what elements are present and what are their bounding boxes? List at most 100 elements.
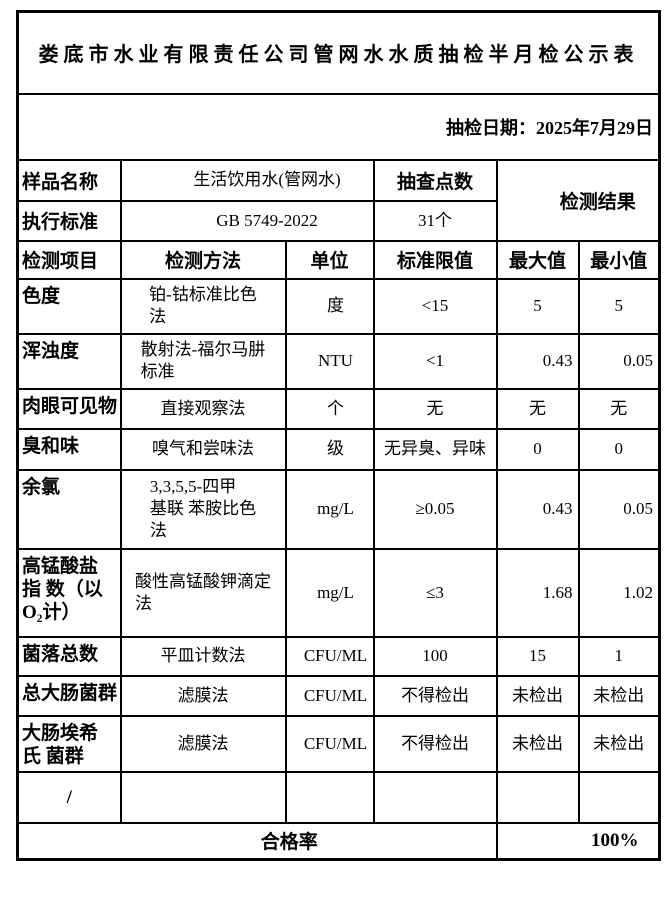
method-cell: 平皿计数法 xyxy=(119,635,287,677)
method-text: 3,3,5,5-四甲 基联 苯胺比色 法 xyxy=(149,477,257,540)
item-cell: 余氯 xyxy=(16,468,122,550)
method-text: 滤膜法 xyxy=(177,733,229,753)
limit-cell: 100 xyxy=(372,635,498,677)
col-header-unit: 单位 xyxy=(284,239,375,280)
limit-cell: 无异臭、异味 xyxy=(372,427,498,471)
item-cell: 臭和味 xyxy=(16,427,122,471)
max-cell xyxy=(495,770,580,824)
unit-cell: mg/L xyxy=(284,547,375,638)
min-cell: 1.02 xyxy=(577,547,661,638)
limit-cell: 不得检出 xyxy=(372,674,498,717)
limit-cell: ≤3 xyxy=(372,547,498,638)
item-cell: 总大肠菌群 xyxy=(16,674,122,717)
item-cell: 肉眼可见物 xyxy=(16,387,122,430)
method-cell: 酸性高锰酸钾滴定 法 xyxy=(119,547,287,638)
unit-cell: 度 xyxy=(284,277,375,335)
method-cell: 嗅气和尝味法 xyxy=(119,427,287,471)
table-row: 肉眼可见物 直接观察法 个 无 无 无 xyxy=(16,387,661,430)
inspection-date: 抽检日期：2025年7月29日 xyxy=(16,92,661,161)
page-title: 娄底市水业有限责任公司管网水水质抽检半月检公示表 xyxy=(16,10,661,95)
max-cell: 无 xyxy=(495,387,580,430)
max-cell: 15 xyxy=(495,635,580,677)
water-quality-report-table: 娄底市水业有限责任公司管网水水质抽检半月检公示表 抽检日期：2025年7月29日… xyxy=(16,10,661,861)
table-row: 大肠埃希 氏 菌群 滤膜法 CFU/ML 不得检出 未检出 未检出 xyxy=(16,714,661,773)
pass-rate-label: 合格率 xyxy=(16,821,498,861)
table-row: 余氯 3,3,5,5-四甲 基联 苯胺比色 法 mg/L ≥0.05 0.43 … xyxy=(16,468,661,550)
col-header-method: 检测方法 xyxy=(119,239,287,280)
limit-cell: 不得检出 xyxy=(372,714,498,773)
item-cell: 高锰酸盐 指 数（以 O₂计） xyxy=(16,547,122,638)
item-cell: 色度 xyxy=(16,277,122,335)
method-text: 散射法-福尔马肼 标准 xyxy=(140,340,266,381)
min-cell: 1 xyxy=(577,635,661,677)
limit-cell: 无 xyxy=(372,387,498,430)
min-cell: 0 xyxy=(577,427,661,471)
sample-name-label: 样品名称 xyxy=(16,158,122,202)
col-header-min: 最小值 xyxy=(577,239,661,280)
method-cell: 滤膜法 xyxy=(119,674,287,717)
max-cell: 5 xyxy=(495,277,580,335)
unit-cell: 个 xyxy=(284,387,375,430)
sample-points-label: 抽查点数 xyxy=(372,158,498,202)
sample-points-value: 31个 xyxy=(372,199,498,242)
method-cell: 滤膜法 xyxy=(119,714,287,773)
exec-standard-label: 执行标准 xyxy=(16,199,122,242)
max-cell: 0.43 xyxy=(495,332,580,390)
limit-cell: ≥0.05 xyxy=(372,468,498,550)
limit-cell xyxy=(372,770,498,824)
min-cell: 未检出 xyxy=(577,714,661,773)
unit-cell: NTU xyxy=(284,332,375,390)
min-cell: 5 xyxy=(577,277,661,335)
date-row: 抽检日期：2025年7月29日 xyxy=(16,92,661,161)
method-text: 酸性高锰酸钾滴定 法 xyxy=(135,571,271,613)
min-cell: 0.05 xyxy=(577,468,661,550)
sample-name-value: 生活饮用水(管网水) xyxy=(119,158,375,202)
limit-cell: <1 xyxy=(372,332,498,390)
max-cell: 1.68 xyxy=(495,547,580,638)
table-row: / xyxy=(16,770,661,824)
max-cell: 未检出 xyxy=(495,714,580,773)
method-cell: 直接观察法 xyxy=(119,387,287,430)
col-header-item: 检测项目 xyxy=(16,239,122,280)
max-cell: 0.43 xyxy=(495,468,580,550)
method-text: 嗅气和尝味法 xyxy=(152,439,254,458)
column-header-row: 检测项目 检测方法 单位 标准限值 最大值 最小值 xyxy=(16,239,661,280)
item-cell: / xyxy=(16,770,122,824)
table-row: 色度 铂-钴标准比色 法 度 <15 5 5 xyxy=(16,277,661,335)
unit-cell: mg/L xyxy=(284,468,375,550)
method-cell: 散射法-福尔马肼 标准 xyxy=(119,332,287,390)
table-row: 总大肠菌群 滤膜法 CFU/ML 不得检出 未检出 未检出 xyxy=(16,674,661,717)
max-cell: 0 xyxy=(495,427,580,471)
method-cell: 3,3,5,5-四甲 基联 苯胺比色 法 xyxy=(119,468,287,550)
min-cell: 未检出 xyxy=(577,674,661,717)
result-label: 检测结果 xyxy=(495,158,661,242)
method-cell: 铂-钴标准比色 法 xyxy=(119,277,287,335)
min-cell: 无 xyxy=(577,387,661,430)
table-row: 菌落总数 平皿计数法 CFU/ML 100 15 1 xyxy=(16,635,661,677)
method-text: 铂-钴标准比色 法 xyxy=(149,285,257,326)
unit-cell: 级 xyxy=(284,427,375,471)
unit-cell: CFU/ML xyxy=(284,714,375,773)
min-cell: 0.05 xyxy=(577,332,661,390)
col-header-max: 最大值 xyxy=(495,239,580,280)
limit-cell: <15 xyxy=(372,277,498,335)
method-text: 平皿计数法 xyxy=(160,646,246,665)
max-cell: 未检出 xyxy=(495,674,580,717)
method-cell xyxy=(119,770,287,824)
method-text: 直接观察法 xyxy=(160,398,246,418)
pass-rate-row: 合格率 100% xyxy=(16,821,661,861)
col-header-limit: 标准限值 xyxy=(372,239,498,280)
min-cell xyxy=(577,770,661,824)
header-row-standard: 执行标准 GB 5749-2022 31个 xyxy=(16,199,660,242)
table-row: 浑浊度 散射法-福尔马肼 标准 NTU <1 0.43 0.05 xyxy=(16,332,661,390)
method-text: 滤膜法 xyxy=(177,685,229,705)
unit-cell: CFU/ML xyxy=(284,635,375,677)
header-row-sample: 样品名称 生活饮用水(管网水) 抽查点数 检测结果 xyxy=(16,158,661,242)
item-cell: 菌落总数 xyxy=(16,635,122,677)
item-cell: 大肠埃希 氏 菌群 xyxy=(16,714,122,773)
title-row: 娄底市水业有限责任公司管网水水质抽检半月检公示表 xyxy=(16,10,661,95)
unit-cell: CFU/ML xyxy=(284,674,375,717)
table-row: 高锰酸盐 指 数（以 O₂计） 酸性高锰酸钾滴定 法 mg/L ≤3 1.68 … xyxy=(16,547,661,638)
table-row: 臭和味 嗅气和尝味法 级 无异臭、异味 0 0 xyxy=(16,427,661,471)
